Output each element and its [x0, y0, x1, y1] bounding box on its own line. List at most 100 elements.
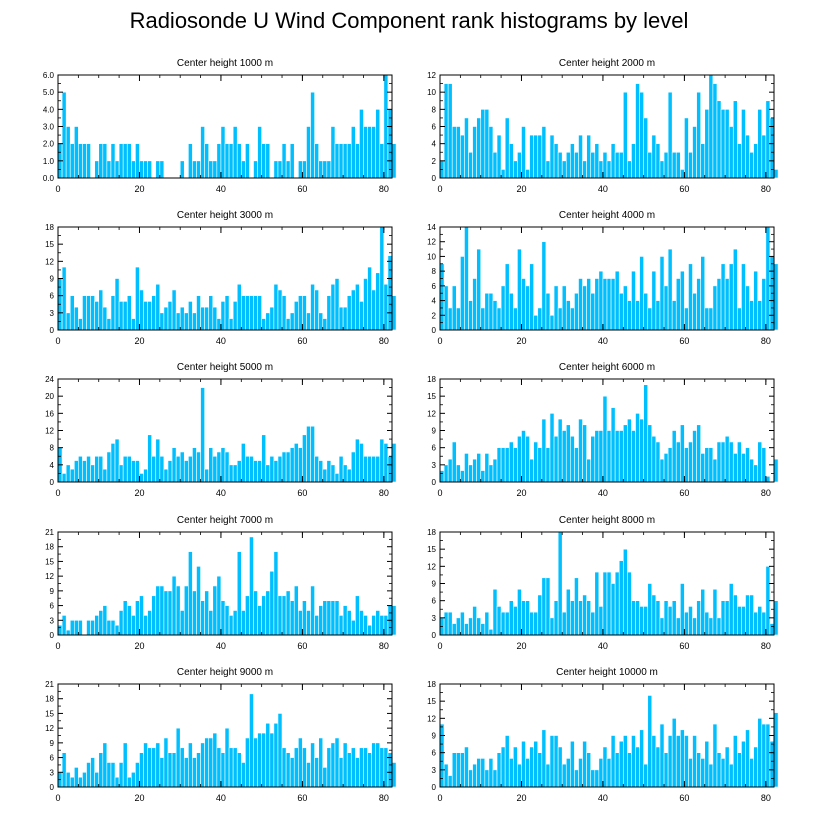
- histogram-bar: [451, 126, 457, 179]
- y-tick-label: 18: [427, 375, 436, 384]
- histogram-bar: [346, 610, 352, 636]
- histogram-bar: [269, 570, 275, 636]
- histogram-bar: [69, 143, 75, 179]
- histogram-bar: [769, 740, 775, 788]
- histogram-bar: [533, 740, 539, 788]
- histogram-bar: [342, 605, 348, 636]
- y-tick-label: 4: [432, 297, 437, 306]
- histogram-bar: [86, 762, 91, 788]
- histogram-bar: [639, 418, 644, 483]
- histogram-bar: [557, 746, 563, 788]
- histogram-bar: [745, 447, 750, 483]
- y-tick-label: 15: [427, 697, 436, 706]
- histogram-bar: [761, 611, 767, 636]
- histogram-bar: [106, 451, 112, 483]
- panel-1: Center height 1000 m 0 20 40 60 80 0.0 1.0 2.0 3.…: [43, 58, 397, 194]
- histogram-bar: [521, 278, 526, 331]
- histogram-bar: [350, 289, 356, 331]
- histogram-bar: [521, 740, 526, 788]
- histogram-bar: [90, 757, 95, 788]
- x-tick-label: 0: [55, 488, 60, 498]
- histogram-bar: [289, 312, 295, 331]
- x-tick-label: 0: [437, 793, 442, 803]
- histogram-bar: [363, 455, 368, 483]
- histogram-bar: [110, 762, 116, 788]
- histogram-bar: [65, 464, 71, 483]
- histogram-bar: [704, 740, 710, 788]
- histogram-bar: [216, 143, 222, 179]
- histogram-bar: [216, 575, 222, 636]
- histogram-bar: [606, 160, 612, 179]
- histogram-bar: [322, 600, 328, 636]
- histogram-bar: [684, 117, 689, 179]
- histogram-bar: [98, 455, 104, 483]
- histogram-bar: [586, 752, 592, 788]
- histogram-bar: [533, 314, 539, 331]
- histogram-bar: [508, 292, 514, 331]
- histogram-bar: [675, 151, 681, 179]
- histogram-bar: [460, 611, 465, 636]
- histogram-bar: [529, 611, 534, 636]
- histogram-bar: [371, 742, 377, 788]
- histogram-bar: [363, 126, 368, 179]
- histogram-bar: [728, 583, 734, 636]
- histogram-bar: [391, 605, 397, 636]
- histogram-bar: [578, 600, 583, 636]
- histogram-bar: [65, 126, 71, 179]
- histogram-bar: [200, 126, 205, 179]
- histogram-bar: [484, 453, 490, 483]
- histogram-bar: [245, 143, 250, 179]
- histogram-bar: [69, 468, 75, 483]
- histogram-bar: [359, 610, 364, 636]
- histogram-bar: [135, 600, 140, 636]
- histogram-bar: [525, 285, 530, 331]
- histogram-bar: [659, 617, 665, 636]
- histogram-bar: [78, 143, 83, 179]
- histogram-bar: [488, 126, 494, 179]
- histogram-bar: [216, 747, 222, 788]
- histogram-bar: [167, 301, 173, 331]
- x-tick-label: 60: [679, 641, 689, 651]
- x-tick-label: 40: [598, 184, 608, 194]
- histogram-bar: [306, 126, 311, 179]
- histogram-bar: [602, 151, 608, 179]
- histogram-bar: [635, 600, 640, 636]
- histogram-bar: [265, 464, 271, 483]
- histogram-bar: [269, 455, 275, 483]
- histogram-bar: [236, 143, 242, 179]
- histogram-bar: [273, 551, 279, 636]
- histogram-bar: [122, 742, 128, 788]
- histogram-bar: [200, 600, 205, 636]
- histogram-bar: [484, 769, 490, 788]
- histogram-bar: [114, 776, 120, 788]
- histogram-bar: [732, 735, 738, 788]
- histogram-bar: [175, 727, 181, 788]
- histogram-bar: [220, 447, 226, 483]
- histogram-bar: [257, 460, 262, 483]
- histogram-bar: [659, 160, 665, 179]
- histogram-bar: [147, 160, 152, 179]
- histogram-bar: [306, 610, 311, 636]
- histogram-bar: [338, 757, 344, 788]
- histogram-bar: [757, 300, 763, 331]
- histogram-bar: [635, 83, 640, 179]
- histogram-bar: [655, 600, 661, 636]
- histogram-bar: [151, 595, 157, 636]
- histogram-bar: [578, 134, 583, 179]
- histogram-bar: [69, 776, 75, 788]
- histogram-bar: [355, 595, 360, 636]
- histogram-bar: [175, 585, 181, 636]
- histogram-bar: [537, 307, 543, 331]
- histogram-bar: [635, 746, 640, 788]
- histogram-bar: [118, 301, 124, 331]
- histogram-bar: [570, 307, 575, 331]
- histogram-bar: [712, 458, 718, 483]
- histogram-bar: [712, 588, 718, 636]
- histogram-bar: [371, 126, 377, 179]
- histogram-bar: [228, 747, 234, 788]
- histogram-bar: [574, 151, 579, 179]
- histogram-bar: [492, 300, 498, 331]
- histogram-bar: [447, 83, 453, 179]
- histogram-bar: [135, 460, 140, 483]
- histogram-bar: [82, 295, 87, 331]
